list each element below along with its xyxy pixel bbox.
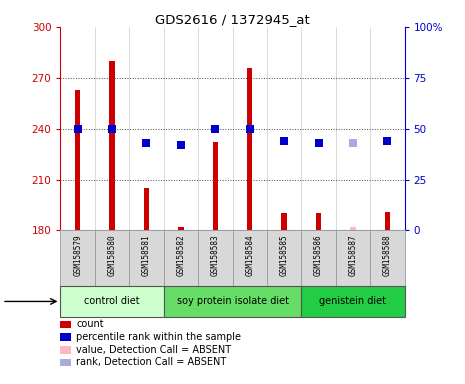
Point <box>246 126 253 132</box>
Text: percentile rank within the sample: percentile rank within the sample <box>76 332 241 342</box>
Point <box>349 140 357 146</box>
Bar <box>95 230 129 286</box>
Bar <box>385 212 390 230</box>
Text: rank, Detection Call = ABSENT: rank, Detection Call = ABSENT <box>76 358 226 367</box>
Point <box>212 126 219 132</box>
Point <box>108 126 116 132</box>
Text: GSM158579: GSM158579 <box>73 234 82 276</box>
Point <box>143 140 150 146</box>
Bar <box>60 230 95 286</box>
Text: GSM158586: GSM158586 <box>314 234 323 276</box>
Text: GSM158580: GSM158580 <box>107 234 117 276</box>
Bar <box>370 230 405 286</box>
Title: GDS2616 / 1372945_at: GDS2616 / 1372945_at <box>155 13 310 26</box>
Text: genistein diet: genistein diet <box>319 296 386 306</box>
Text: GSM158581: GSM158581 <box>142 234 151 276</box>
Bar <box>316 214 321 230</box>
Bar <box>301 286 405 317</box>
Bar <box>301 230 336 286</box>
Text: GSM158585: GSM158585 <box>279 234 289 276</box>
Bar <box>247 68 252 230</box>
Point <box>315 140 322 146</box>
Bar <box>198 230 232 286</box>
Bar <box>336 230 370 286</box>
Bar <box>75 89 80 230</box>
Bar <box>144 188 149 230</box>
Text: GSM158583: GSM158583 <box>211 234 220 276</box>
Text: GSM158587: GSM158587 <box>348 234 358 276</box>
Bar <box>232 230 267 286</box>
Bar <box>281 214 287 230</box>
Point <box>280 138 288 144</box>
Point <box>74 126 81 132</box>
Point <box>384 138 391 144</box>
Text: value, Detection Call = ABSENT: value, Detection Call = ABSENT <box>76 345 232 355</box>
Text: count: count <box>76 319 104 329</box>
Text: soy protein isolate diet: soy protein isolate diet <box>177 296 288 306</box>
Bar <box>129 230 164 286</box>
Bar <box>213 142 218 230</box>
Bar <box>164 230 198 286</box>
Text: GSM158582: GSM158582 <box>176 234 186 276</box>
Bar <box>60 286 164 317</box>
Bar <box>178 227 184 230</box>
Bar <box>164 286 301 317</box>
Text: GSM158588: GSM158588 <box>383 234 392 276</box>
Bar <box>109 61 115 230</box>
Bar <box>267 230 301 286</box>
Point <box>177 142 185 148</box>
Text: GSM158584: GSM158584 <box>245 234 254 276</box>
Text: control diet: control diet <box>84 296 140 306</box>
Bar <box>350 227 356 230</box>
